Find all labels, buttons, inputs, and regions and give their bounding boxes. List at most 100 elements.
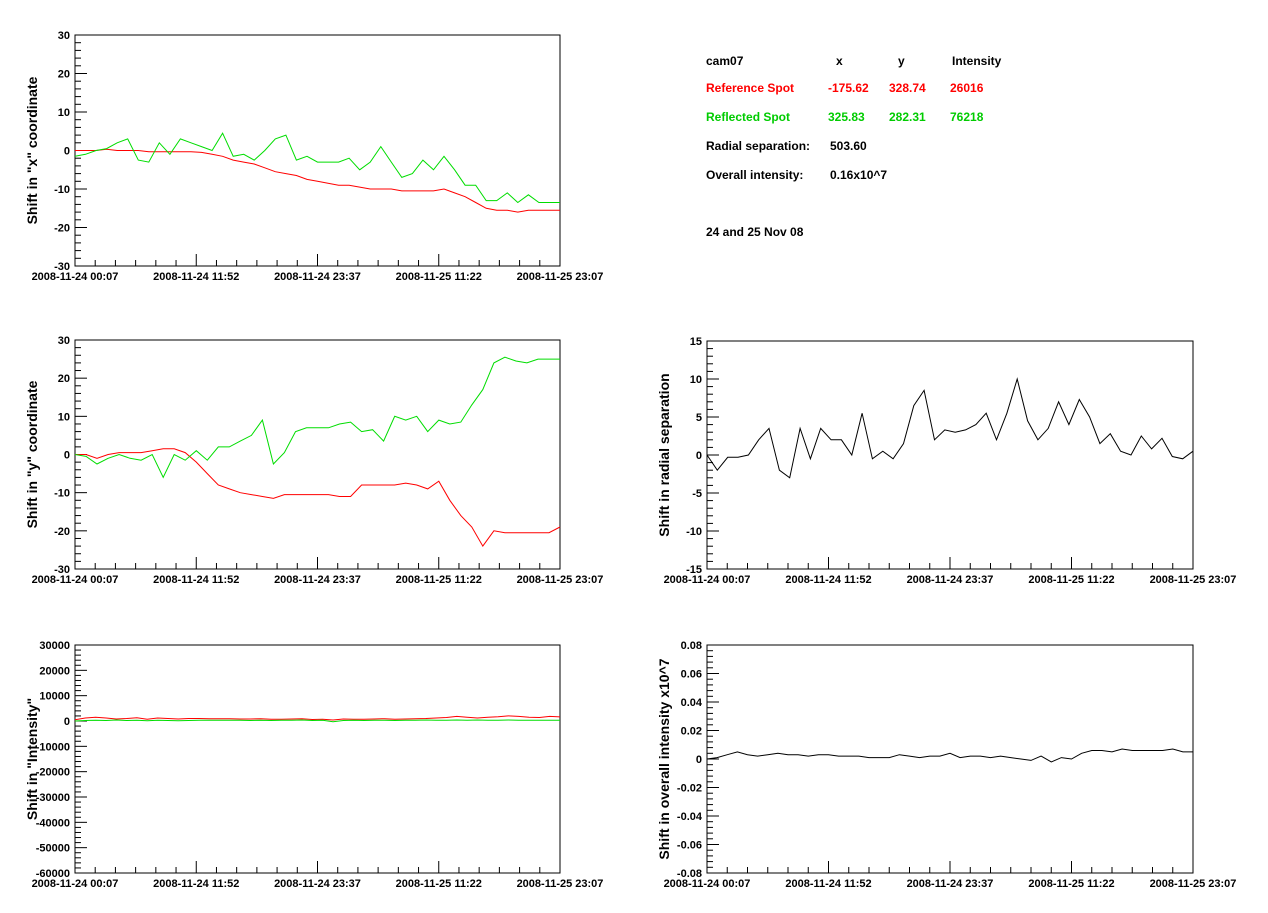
plot-frame: [74, 34, 561, 267]
series-line-reference: [74, 715, 561, 721]
series-line-reflected: [74, 719, 560, 723]
series-line-single: [706, 748, 1193, 763]
x-tick-label: 2008-11-25 11:22: [396, 574, 482, 586]
x-tick-label: 2008-11-25 11:22: [396, 271, 482, 283]
x-tick-label: 2008-11-24 11:52: [153, 574, 239, 586]
x-tick-label: 2008-11-24 11:52: [785, 878, 871, 890]
series-line-reflected: [74, 132, 560, 204]
chart-y-shift: -30 -20 -10 0 10 20 30 2008-11-24 00:07 2008-11-…: [24, 335, 603, 586]
chart-overall-intensity-shift: -0.08 -0.06 -0.04 -0.02 0 0.02 0.04 0.06 0.08 200…: [656, 640, 1236, 890]
reflected-spot-y: 282.31: [889, 110, 926, 124]
y-tick-label: -20: [54, 223, 70, 235]
x-tick-label: 2008-11-24 23:37: [907, 574, 994, 586]
column-header-y: y: [898, 54, 905, 68]
reference-spot-intensity: 26016: [950, 81, 984, 95]
y-tick-label: -0.08: [677, 868, 702, 880]
column-header-x: x: [836, 54, 843, 68]
series-line-reflected: [74, 356, 560, 479]
series-line-reference: [75, 148, 560, 213]
y-tick-label: 0.06: [681, 669, 702, 681]
x-tick-label: 2008-11-25 23:07: [1150, 878, 1237, 890]
x-tick-label: 2008-11-25 11:22: [1028, 878, 1114, 890]
chart-intensity-shift: -60000 -50000 -40000 -30000 -20000 -10000 0 100…: [24, 640, 603, 890]
date-note: 24 and 25 Nov 08: [706, 225, 804, 239]
y-tick-label: 0.08: [681, 640, 702, 652]
y-axis-label: Shift in overall intensity x10^7: [656, 658, 672, 859]
y-tick-label: -20: [54, 526, 70, 538]
x-tick-label: 2008-11-25 23:07: [517, 271, 604, 283]
x-tick-label: 2008-11-25 23:07: [517, 574, 604, 586]
reference-spot-label: Reference Spot: [706, 81, 795, 95]
x-tick-label: 2008-11-25 11:22: [1028, 574, 1114, 586]
y-tick-label: 5: [696, 412, 702, 424]
spot-info-panel: cam07 x y Intensity Reference Spot -175.…: [706, 50, 1066, 250]
x-tick-label: 2008-11-24 23:37: [274, 878, 361, 890]
plot-frame: [706, 644, 1194, 874]
y-tick-label: -50000: [36, 843, 70, 855]
y-axis-label: Shift in "x" coordinate: [24, 76, 40, 224]
series-line-single: [706, 377, 1194, 479]
y-tick-label: -30: [54, 261, 70, 273]
x-tick-label: 2008-11-25 11:22: [396, 878, 482, 890]
y-axis-label: Shift in radial separation: [656, 373, 672, 536]
x-tick-label: 2008-11-24 00:07: [32, 878, 119, 890]
series-line-reference: [75, 448, 561, 548]
y-tick-label: 20: [58, 69, 70, 81]
plot-frame: [74, 339, 561, 570]
radial-separation-label: Radial separation:: [706, 139, 811, 153]
y-tick-label: 10: [690, 374, 702, 386]
chart-x-shift: -30 -20 -10 0 10 20 30 2008-11-24 00:07 2008-11-…: [24, 30, 603, 283]
chart-radial-shift: -15 -10 -5 0 5 10 15 2008-11-24 00:07 2008-11-24…: [656, 336, 1236, 586]
y-tick-label: 0: [696, 450, 702, 462]
y-tick-label: -0.04: [677, 811, 703, 823]
plot-frame: [706, 340, 1194, 570]
y-tick-label: 0: [64, 716, 70, 728]
reference-spot-y: 328.74: [889, 81, 926, 95]
y-tick-label: 0.04: [681, 697, 703, 709]
overall-intensity-value: 0.16x10^7: [830, 168, 888, 182]
y-tick-label: 30: [58, 30, 70, 42]
y-tick-label: -30000: [36, 792, 70, 804]
reflected-spot-label: Reflected Spot: [706, 110, 791, 124]
y-axis-label: Shift in "y" coordinate: [24, 380, 40, 528]
y-tick-label: -0.02: [677, 783, 702, 795]
y-tick-label: -15: [686, 564, 702, 576]
y-tick-label: -0.06: [677, 840, 702, 852]
x-tick-label: 2008-11-25 23:07: [1150, 574, 1237, 586]
x-tick-label: 2008-11-24 11:52: [153, 271, 239, 283]
y-tick-label: -60000: [36, 868, 70, 880]
x-tick-label: 2008-11-24 23:37: [274, 574, 361, 586]
y-tick-label: 0: [64, 450, 70, 462]
y-tick-label: 20000: [39, 665, 70, 677]
x-tick-label: 2008-11-24 00:07: [32, 574, 119, 586]
y-tick-label: 20: [58, 373, 70, 385]
y-tick-label: 0.02: [681, 726, 702, 738]
x-tick-label: 2008-11-24 11:52: [153, 878, 239, 890]
plot-frame: [74, 644, 561, 874]
overall-intensity-label: Overall intensity:: [706, 168, 804, 182]
y-tick-label: -20000: [36, 767, 70, 779]
y-tick-label: 30: [58, 335, 70, 347]
camera-label: cam07: [706, 54, 744, 68]
x-tick-label: 2008-11-25 23:07: [517, 878, 604, 890]
y-tick-label: -10: [54, 488, 70, 500]
reference-spot-x: -175.62: [828, 81, 869, 95]
y-tick-label: -10000: [36, 741, 70, 753]
x-tick-label: 2008-11-24 23:37: [274, 271, 361, 283]
x-tick-label: 2008-11-24 00:07: [664, 574, 751, 586]
y-tick-label: -10: [54, 184, 70, 196]
column-header-intensity: Intensity: [952, 54, 1002, 68]
x-tick-label: 2008-11-24 11:52: [785, 574, 871, 586]
y-tick-label: 10: [58, 107, 70, 119]
reflected-spot-x: 325.83: [828, 110, 865, 124]
y-tick-label: -30: [54, 564, 70, 576]
y-tick-label: -5: [692, 488, 702, 500]
y-tick-label: 10000: [39, 691, 70, 703]
reflected-spot-intensity: 76218: [950, 110, 984, 124]
y-tick-label: 0: [64, 146, 70, 158]
y-tick-label: 15: [690, 336, 702, 348]
y-tick-label: 30000: [39, 640, 70, 652]
radial-separation-value: 503.60: [830, 139, 867, 153]
x-tick-label: 2008-11-24 00:07: [664, 878, 751, 890]
